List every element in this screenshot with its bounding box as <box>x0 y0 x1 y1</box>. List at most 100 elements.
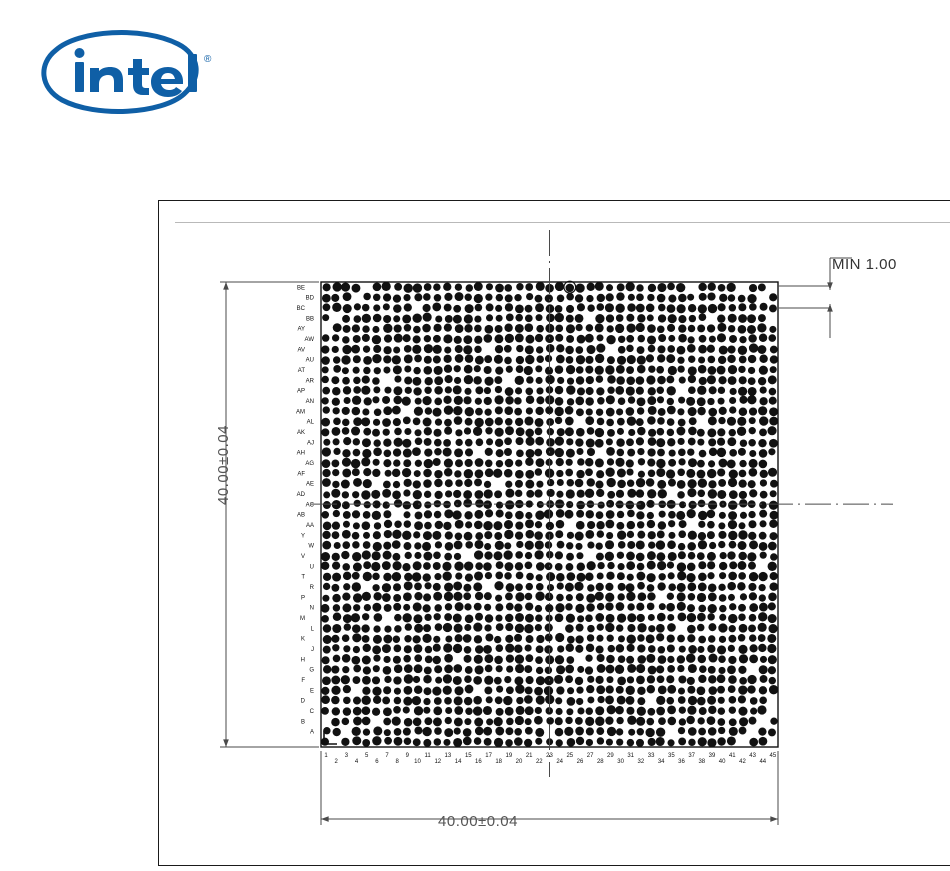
pin-a1-chamfer <box>323 731 337 745</box>
row-label: AW <box>305 337 315 343</box>
column-label-group: 1234567891011121314151617181920212223242… <box>324 753 776 765</box>
row-label: AC <box>306 502 315 508</box>
column-label: 6 <box>375 759 379 765</box>
column-label: 13 <box>445 753 452 759</box>
column-label: 29 <box>607 753 614 759</box>
row-label: AD <box>297 492 306 498</box>
column-label: 38 <box>698 759 705 765</box>
column-label: 40 <box>719 759 726 765</box>
row-label: G <box>309 668 314 674</box>
row-label: W <box>308 544 314 550</box>
row-label: K <box>301 637 305 643</box>
horizontal-dimension-label: 40.00±0.04 <box>438 813 518 830</box>
annotation-group <box>220 230 893 825</box>
column-label: 39 <box>709 753 716 759</box>
column-label: 12 <box>434 759 441 765</box>
row-label-group: BEBDBCBBAYAWAVAUATARAPANAMALAKAJAHAGAFAE… <box>296 285 315 735</box>
column-label: 1 <box>324 753 328 759</box>
marked-ball <box>563 280 577 294</box>
column-label: 43 <box>749 753 756 759</box>
row-label: F <box>301 678 305 684</box>
row-label: BC <box>297 306 306 312</box>
row-label: AR <box>306 378 315 384</box>
row-label: E <box>310 688 314 694</box>
column-label: 34 <box>658 759 665 765</box>
row-label: AY <box>297 327 305 333</box>
column-label: 22 <box>536 759 543 765</box>
row-label: AN <box>306 399 314 405</box>
row-label: C <box>310 709 315 715</box>
column-label: 9 <box>406 753 410 759</box>
row-label: AH <box>297 451 305 457</box>
frame-top-rule <box>175 222 950 223</box>
row-label: R <box>310 585 315 591</box>
registered-trademark: ® <box>204 54 212 65</box>
row-label: M <box>300 616 305 622</box>
row-label: AL <box>307 420 315 426</box>
column-label: 32 <box>638 759 645 765</box>
row-label: B <box>301 719 305 725</box>
column-label: 37 <box>688 753 695 759</box>
row-label: AA <box>306 523 314 529</box>
intel-logo-swoosh <box>41 30 199 114</box>
row-label: L <box>311 626 315 632</box>
row-label: AV <box>297 347 305 353</box>
row-label: AK <box>297 430 305 436</box>
intel-logo-wordmark <box>74 48 197 97</box>
column-label: 2 <box>335 759 339 765</box>
row-label: N <box>310 606 314 612</box>
row-label: AU <box>306 358 314 364</box>
intel-logo: ® <box>18 22 218 122</box>
row-label: BD <box>306 296 315 302</box>
column-label: 27 <box>587 753 594 759</box>
row-label: J <box>311 647 314 653</box>
column-label: 33 <box>648 753 655 759</box>
vertical-dimension-label: 40.00±0.04 <box>215 425 232 505</box>
column-label: 25 <box>566 753 573 759</box>
column-label: 14 <box>455 759 462 765</box>
row-label: AP <box>297 389 305 395</box>
column-label: 24 <box>556 759 563 765</box>
column-label: 4 <box>355 759 359 765</box>
column-label: 7 <box>385 753 389 759</box>
column-label: 19 <box>506 753 513 759</box>
row-label: AB <box>297 513 305 519</box>
row-label: U <box>310 564 314 570</box>
column-label: 11 <box>424 753 431 759</box>
row-label: H <box>301 657 305 663</box>
ball-grid <box>320 281 779 748</box>
row-label: BE <box>297 285 305 291</box>
row-label: BB <box>306 316 314 322</box>
column-label: 45 <box>770 753 777 759</box>
row-label: AE <box>306 482 314 488</box>
row-label: AT <box>298 368 306 374</box>
column-label: 10 <box>414 759 421 765</box>
column-label: 42 <box>739 759 746 765</box>
row-label: V <box>301 554 305 560</box>
column-label: 21 <box>526 753 533 759</box>
column-label: 26 <box>577 759 584 765</box>
row-label: AJ <box>307 440 314 446</box>
drawing-frame <box>158 200 950 866</box>
row-label: Y <box>301 533 305 539</box>
column-label: 15 <box>465 753 472 759</box>
column-label: 36 <box>678 759 685 765</box>
column-label: 8 <box>396 759 400 765</box>
row-label: T <box>301 575 305 581</box>
row-label: AM <box>296 409 305 415</box>
row-label: P <box>301 595 305 601</box>
column-label: 28 <box>597 759 604 765</box>
column-label: 17 <box>485 753 492 759</box>
row-label: A <box>310 730 314 736</box>
column-label: 35 <box>668 753 675 759</box>
min-dimension-label: MIN 1.00 <box>832 256 897 273</box>
column-label: 44 <box>759 759 766 765</box>
column-label: 16 <box>475 759 482 765</box>
column-label: 5 <box>365 753 369 759</box>
row-label: AF <box>297 471 305 477</box>
row-label: D <box>301 699 306 705</box>
bga-ball-map-drawing: BE BD BC BB AY AW AV AU AT AR AP AN AM AL AK AJ AH AG AF AE… <box>158 200 950 866</box>
column-label: 30 <box>617 759 624 765</box>
row-label: AG <box>305 461 314 467</box>
column-label: 3 <box>345 753 349 759</box>
